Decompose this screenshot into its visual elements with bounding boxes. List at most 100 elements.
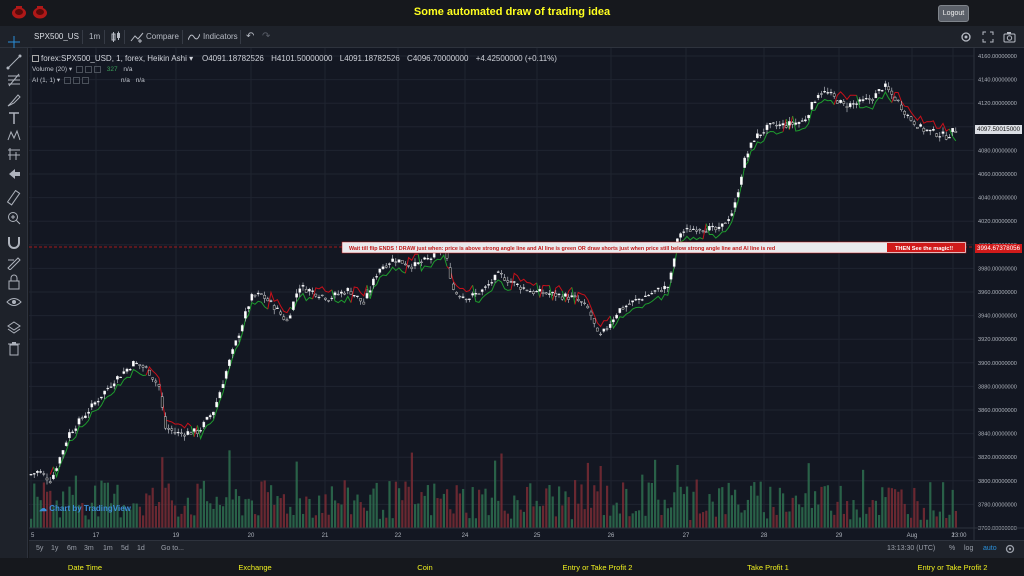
logout-button[interactable]: Logout <box>938 5 969 22</box>
indicators-icon[interactable] <box>188 32 200 42</box>
camera-icon[interactable] <box>1003 31 1016 43</box>
indicators-button[interactable]: Indicators <box>203 32 238 41</box>
draw-mode-icon[interactable] <box>6 254 22 270</box>
range-5y[interactable]: 5y <box>36 545 44 552</box>
volume-bar <box>577 503 580 528</box>
candle-body <box>768 123 772 125</box>
fib-tool-icon[interactable] <box>6 72 22 88</box>
percent-toggle[interactable]: % <box>949 545 956 552</box>
ai-dropdown-icon[interactable]: ▾ <box>55 77 61 84</box>
ai-indicator-label[interactable]: AI (1, 1) <box>32 77 56 84</box>
candle-body <box>71 431 74 434</box>
volume-bar <box>721 487 724 528</box>
range-3m[interactable]: 3m <box>84 545 94 552</box>
ai-line-segment <box>145 366 192 429</box>
candle-body <box>490 282 494 284</box>
candle-body <box>272 305 276 310</box>
candle-body <box>100 396 103 399</box>
pattern-icon[interactable] <box>6 128 22 144</box>
volume-bar <box>855 509 858 528</box>
series-title[interactable]: forex:SPX500_USD, 1, forex, Heikin Ashi <box>41 54 187 63</box>
candle-body <box>320 294 324 297</box>
symbol-search[interactable]: SPX500_US <box>34 32 79 41</box>
brush-icon[interactable] <box>6 92 22 108</box>
prediction-icon[interactable] <box>6 146 22 162</box>
lock-icon[interactable] <box>6 274 22 290</box>
settings-icon[interactable] <box>1005 544 1015 554</box>
candle-body <box>605 328 609 330</box>
price-chart[interactable]: Wait till flip ENDS ! DRAW just when: pr… <box>29 48 1024 540</box>
close-icon[interactable] <box>82 76 90 84</box>
range-5d[interactable]: 5d <box>121 545 129 552</box>
layers-icon[interactable] <box>6 320 22 336</box>
chart-pane[interactable]: Wait till flip ENDS ! DRAW just when: pr… <box>29 48 1024 558</box>
close-icon[interactable] <box>93 65 101 73</box>
ai-line-segment <box>331 289 352 304</box>
candle-body <box>458 295 462 298</box>
volume-bar <box>471 487 474 528</box>
candle-body <box>221 384 225 389</box>
interval-button[interactable]: 1m <box>89 32 101 41</box>
volume-indicator-label[interactable]: Volume (20) <box>32 66 68 73</box>
eye-icon[interactable] <box>6 294 22 310</box>
visibility-icon[interactable] <box>64 76 72 84</box>
candle-body <box>778 124 782 127</box>
candle-body <box>759 134 762 136</box>
volume-bar <box>110 503 113 528</box>
candle-body <box>580 301 583 303</box>
volume-bar <box>849 519 852 528</box>
price-axis-label: 4080.00000000 <box>978 148 1017 154</box>
volume-bar <box>746 499 749 528</box>
text-icon[interactable] <box>6 110 22 126</box>
volume-bar <box>116 484 119 528</box>
undo-icon[interactable]: ↶ <box>246 31 255 42</box>
crosshair-icon[interactable] <box>6 34 22 50</box>
volume-value: 327 <box>106 66 118 73</box>
range-1y[interactable]: 1y <box>51 545 59 552</box>
drawing-toolbar <box>0 36 28 558</box>
volume-bar <box>362 507 365 528</box>
fullscreen-icon[interactable] <box>982 31 994 43</box>
volume-bar <box>887 487 890 528</box>
ruler-icon[interactable] <box>6 190 22 206</box>
auto-toggle[interactable]: auto <box>983 545 997 552</box>
volume-bar <box>641 474 644 528</box>
volume-bar <box>900 489 903 528</box>
volume-bar <box>282 494 285 528</box>
settings-icon[interactable] <box>84 65 92 73</box>
volume-bar <box>663 499 666 528</box>
candle-body <box>106 387 110 390</box>
log-toggle[interactable]: log <box>964 545 974 552</box>
goto-button[interactable]: Go to... <box>161 545 184 552</box>
compare-button[interactable]: Compare <box>146 32 179 41</box>
tradingview-watermark[interactable]: ☁ Chart by TradingView <box>39 504 131 513</box>
trendline-icon[interactable] <box>6 54 22 70</box>
volume-bar <box>743 510 746 528</box>
redo-icon[interactable]: ↷ <box>262 31 271 42</box>
volume-bar <box>359 502 362 528</box>
settings-icon[interactable] <box>73 76 81 84</box>
settings-icon[interactable] <box>960 31 972 43</box>
candle-body <box>621 307 625 310</box>
range-1m[interactable]: 1m <box>103 545 113 552</box>
back-arrow-icon[interactable] <box>6 166 22 182</box>
range-1d[interactable]: 1d <box>137 545 145 552</box>
visibility-icon[interactable] <box>75 65 83 73</box>
volume-dropdown-icon[interactable]: ▾ <box>67 66 73 73</box>
magnet-icon[interactable] <box>6 234 22 250</box>
candle-body <box>554 292 558 297</box>
zoom-in-icon[interactable] <box>6 210 22 226</box>
volume-bar <box>708 494 711 528</box>
chart-style-icon[interactable] <box>110 31 122 43</box>
compare-icon[interactable] <box>130 31 144 43</box>
trash-icon[interactable] <box>6 340 22 356</box>
chart-background[interactable] <box>29 48 1024 540</box>
volume-bar <box>474 518 477 528</box>
series-dropdown-icon[interactable]: ▾ <box>186 54 196 63</box>
volume-bar <box>769 486 772 528</box>
candle-body <box>397 259 401 263</box>
range-6m[interactable]: 6m <box>67 545 77 552</box>
annotation-box[interactable] <box>341 241 967 254</box>
volume-bar <box>516 500 519 528</box>
volume-bar <box>254 514 257 528</box>
